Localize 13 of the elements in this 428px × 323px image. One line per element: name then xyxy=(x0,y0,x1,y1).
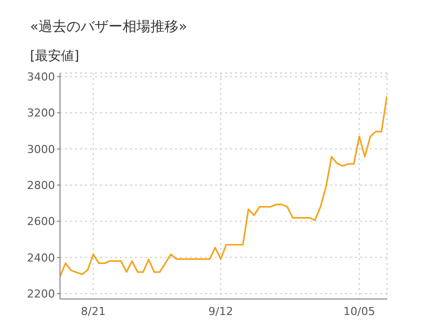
x-tick-label: 8/21 xyxy=(80,304,106,318)
y-tick-label: 2400 xyxy=(27,251,55,264)
y-tick-label: 3000 xyxy=(27,142,55,156)
y-axis-title: [最安値] xyxy=(30,48,80,65)
y-tick-label: 3400 xyxy=(27,70,55,84)
y-tick-label: 2800 xyxy=(27,179,55,192)
chart-title: «過去のバザー相場推移» xyxy=(30,18,188,36)
x-tick-label: 9/12 xyxy=(208,304,234,318)
y-tick-label: 2600 xyxy=(27,215,55,228)
line-series xyxy=(60,94,387,278)
y-tick-label: 2200 xyxy=(27,287,55,300)
x-tick-label: 10/05 xyxy=(343,304,376,318)
y-tick-label: 3200 xyxy=(27,106,55,120)
